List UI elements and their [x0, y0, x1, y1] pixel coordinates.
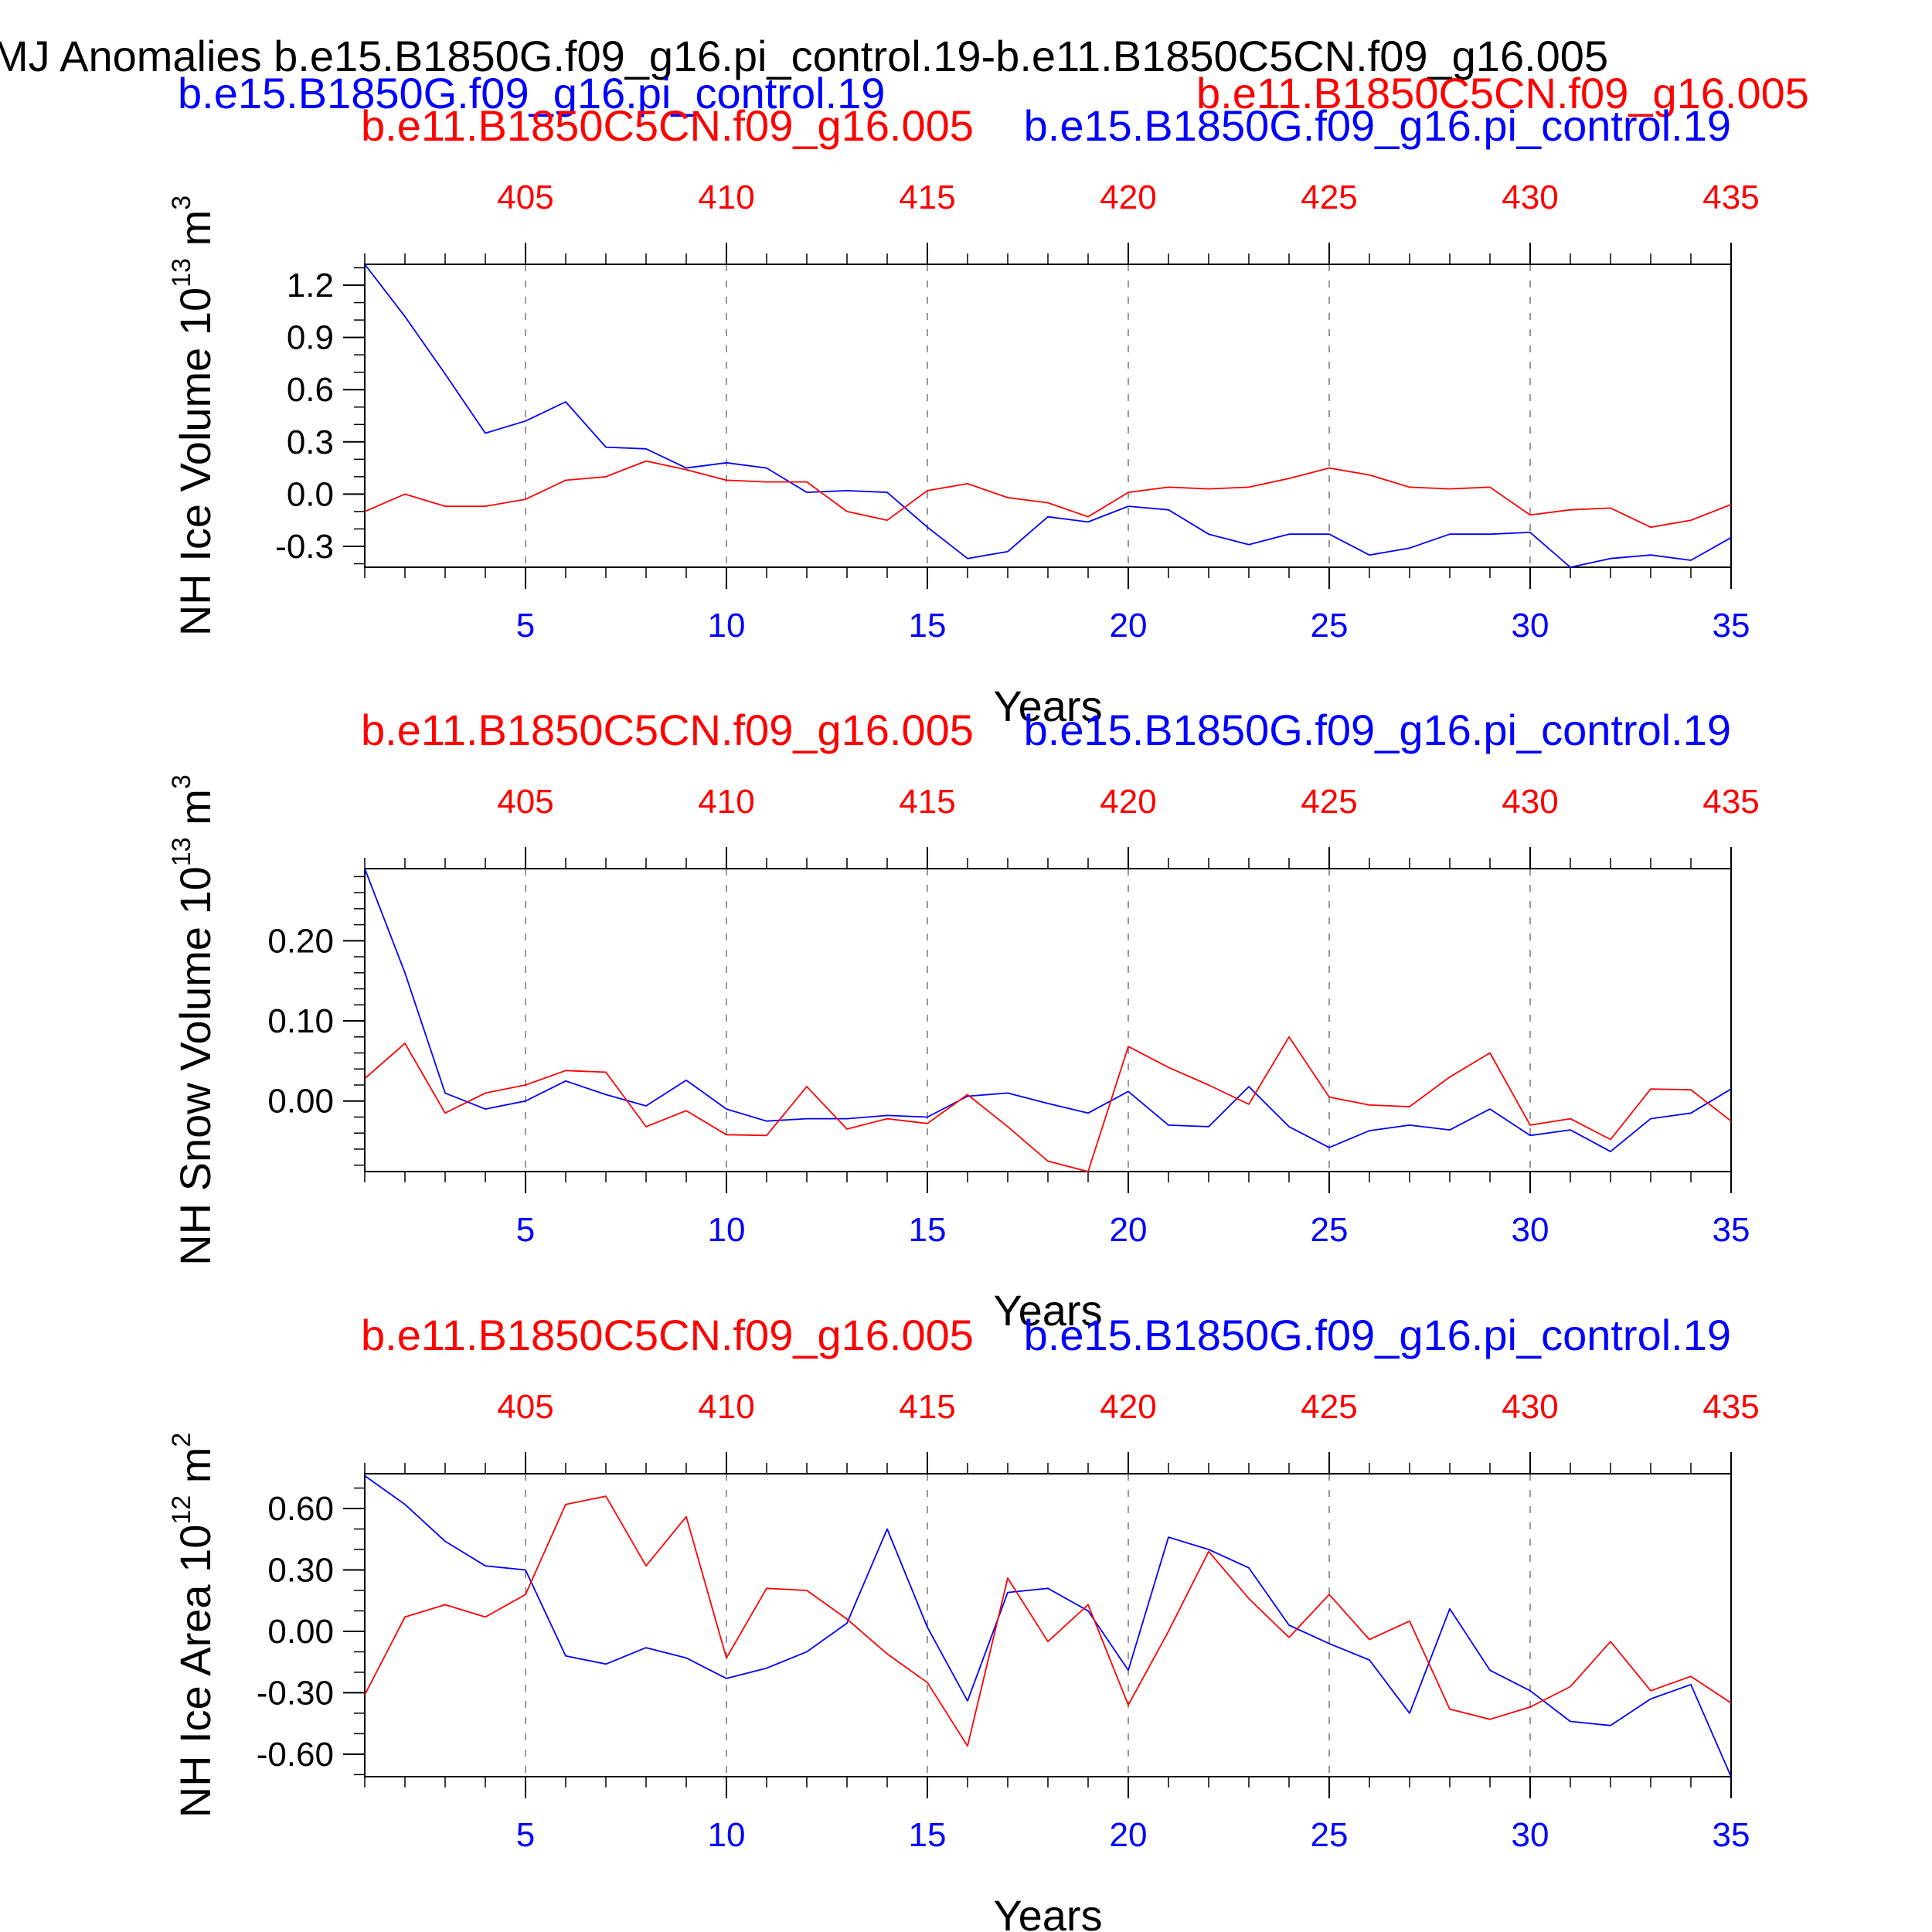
panel-2-y-axis-label-part-3: 3 [167, 774, 196, 789]
panel-1-x-top-tick-label-1: 410 [698, 179, 754, 216]
panel-3-title-blue: b.e15.B1850G.f09_g16.pi_control.19 [1024, 1311, 1731, 1359]
panel-3-y-tick-label-2: 0.00 [267, 1613, 334, 1651]
panel-1-plot-frame [364, 264, 1732, 568]
panel-2-y-axis-label-part-2: m [171, 789, 219, 837]
panel-3-x-top-tick-label-3: 420 [1100, 1388, 1156, 1426]
panel-1-x-tick-label-0: 5 [516, 607, 535, 645]
panel-3-y-axis-label: NH Ice Area 1012 m2 [167, 1433, 219, 1818]
panel-2-title-blue: b.e15.B1850G.f09_g16.pi_control.19 [1024, 706, 1731, 754]
panel-2-x-top-tick-label-4: 425 [1301, 783, 1357, 821]
panel-2-x-top-tick-label-6: 435 [1702, 783, 1759, 821]
panel-1-y-axis-label-part-2: m [171, 210, 219, 258]
panel-3-title-red: b.e11.B1850C5CN.f09_g16.005 [361, 1311, 974, 1359]
panel-1-y-tick-label-0: -0.3 [275, 528, 334, 566]
panel-2-series-line-1 [364, 868, 1732, 1152]
panel-1-x-tick-label-3: 20 [1110, 607, 1148, 645]
panel-1-y-tick-label-2: 0.3 [287, 423, 334, 461]
panel-2-x-top-tick-label-2: 415 [899, 783, 955, 821]
panel-1-y-tick-label-4: 0.9 [287, 319, 334, 357]
panel-3-y-tick-label-3: 0.30 [267, 1551, 334, 1589]
panel-3-x-axis-label: Years [993, 1891, 1102, 1932]
panel-2-plot-frame [364, 868, 1732, 1172]
panel-3-y-tick-label-4: 0.60 [267, 1490, 334, 1528]
panel-3-x-tick-label-5: 30 [1512, 1816, 1549, 1854]
panel-1-y-axis-label-part-1: 13 [167, 258, 196, 287]
panel-1-x-top-tick-label-5: 430 [1502, 179, 1558, 216]
panel-3-y-axis-label-part-1: 12 [167, 1495, 196, 1525]
panel-1-x-tick-label-4: 25 [1311, 607, 1349, 645]
panel-1-x-tick-label-1: 10 [708, 607, 746, 645]
panel-3-y-axis-label-part-3: 2 [167, 1433, 196, 1447]
panel-2-x-tick-label-6: 35 [1713, 1211, 1750, 1249]
panel-3-series-line-2 [364, 1495, 1732, 1747]
panel-3-x-tick-label-6: 35 [1713, 1816, 1750, 1854]
panel-1-x-axis-label: Years [993, 682, 1102, 730]
panel-3-y-axis-label-part-0: NH Ice Area 10 [171, 1525, 219, 1818]
panel-1-y-tick-label-1: 0.0 [287, 475, 334, 513]
panel-1-x-tick-label-6: 35 [1713, 607, 1750, 645]
panel-2: 5 10 15 20 25 30 35 405 410 415 420 425 430 435 0.00 0.… [167, 706, 1760, 1335]
panel-3-y-tick-label-1: -0.30 [257, 1674, 334, 1712]
panel-2-y-tick-label-0: 0.00 [267, 1083, 334, 1121]
panel-2-series-line-2 [364, 1036, 1732, 1172]
main-title: MJ Anomalies b.e15.B1850G.f09_g16.pi_con… [0, 32, 1608, 80]
panel-3-x-tick-label-3: 20 [1110, 1816, 1148, 1854]
panel-3-y-tick-label-0: -0.60 [257, 1736, 334, 1774]
panel-3-plot-frame [364, 1473, 1732, 1777]
panel-2-y-axis-label-part-0: NH Snow Volume 10 [171, 866, 219, 1266]
panel-2-y-axis-label: NH Snow Volume 1013 m3 [167, 774, 219, 1266]
panel-1-x-top-tick-label-0: 405 [497, 179, 553, 216]
panel-1-x-top-tick-label-3: 420 [1100, 179, 1156, 216]
panel-2-x-tick-label-1: 10 [708, 1211, 746, 1249]
panel-1-y-axis-label-part-3: 3 [167, 196, 196, 210]
panel-2-x-tick-label-3: 20 [1110, 1211, 1148, 1249]
panel-1-x-top-tick-label-6: 435 [1702, 179, 1759, 216]
panel-1-series-line-1 [364, 264, 1732, 568]
panel-2-x-tick-label-5: 30 [1512, 1211, 1549, 1249]
panel-1-y-tick-label-5: 1.2 [287, 267, 334, 304]
panel-3-y-axis-label-part-2: m [171, 1447, 219, 1495]
panel-2-x-top-tick-label-3: 420 [1100, 783, 1156, 821]
panel-2-x-top-tick-label-5: 430 [1502, 783, 1558, 821]
legend-case2: b.e11.B1850C5CN.f09_g16.005 [1196, 69, 1809, 117]
panel-3-series-line-1 [364, 1475, 1732, 1777]
panel-3-x-tick-label-2: 15 [909, 1816, 947, 1854]
panel-1-title-red: b.e11.B1850C5CN.f09_g16.005 [361, 101, 974, 150]
panel-1-x-top-tick-label-4: 425 [1301, 179, 1357, 216]
panel-1: 5 10 15 20 25 30 35 405 410 415 420 425 430 435 -0.3 0.… [167, 101, 1760, 730]
panel-2-title-red: b.e11.B1850C5CN.f09_g16.005 [361, 706, 974, 754]
panel-1-y-tick-label-3: 0.6 [287, 371, 334, 409]
panel-2-x-top-tick-label-0: 405 [497, 783, 553, 821]
panel-2-x-top-tick-label-1: 410 [698, 783, 754, 821]
panel-2-y-tick-label-1: 0.10 [267, 1002, 334, 1040]
legend-case1: b.e15.B1850G.f09_g16.pi_control.19 [178, 69, 885, 117]
panel-3-x-tick-label-1: 10 [708, 1816, 746, 1854]
panel-3-x-top-tick-label-1: 410 [698, 1388, 754, 1426]
panel-2-y-tick-label-2: 0.20 [267, 922, 334, 960]
panel-3-x-tick-label-4: 25 [1311, 1816, 1349, 1854]
panel-1-x-top-tick-label-2: 415 [899, 179, 955, 216]
panel-3-x-top-tick-label-5: 430 [1502, 1388, 1558, 1426]
panel-2-x-axis-label: Years [993, 1286, 1102, 1335]
panel-3-x-top-tick-label-0: 405 [497, 1388, 553, 1426]
panel-1-y-axis-label-part-0: NH Ice Volume 10 [171, 287, 219, 636]
panel-3-x-top-tick-label-4: 425 [1301, 1388, 1357, 1426]
panel-2-x-tick-label-4: 25 [1311, 1211, 1349, 1249]
panel-3: 5 10 15 20 25 30 35 405 410 415 420 425 430 435 -0.60 -… [167, 1311, 1760, 1932]
panel-3-x-top-tick-label-6: 435 [1702, 1388, 1759, 1426]
panel-2-y-axis-label-part-1: 13 [167, 837, 196, 866]
panel-1-series-line-2 [364, 460, 1732, 529]
panel-1-y-axis-label: NH Ice Volume 1013 m3 [167, 196, 219, 636]
panel-1-x-tick-label-5: 30 [1512, 607, 1549, 645]
panel-2-x-tick-label-2: 15 [909, 1211, 947, 1249]
panel-1-title-blue: b.e15.B1850G.f09_g16.pi_control.19 [1024, 101, 1731, 150]
panel-3-x-tick-label-0: 5 [516, 1816, 535, 1854]
panel-3-x-top-tick-label-2: 415 [899, 1388, 955, 1426]
panel-2-x-tick-label-0: 5 [516, 1211, 535, 1249]
panel-1-x-tick-label-2: 15 [909, 607, 947, 645]
